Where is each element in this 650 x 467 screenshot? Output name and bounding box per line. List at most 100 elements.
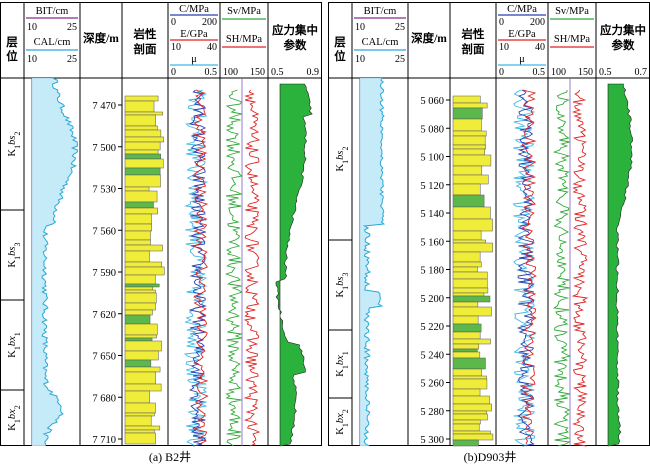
zone-label-k: K	[335, 289, 346, 297]
litho-bed	[452, 194, 485, 208]
zone-label-sub: 1	[341, 423, 350, 427]
zone-label: K1bs3	[7, 243, 22, 268]
depth-tick-label: 5 260	[420, 379, 444, 390]
mu-range-max: 0.5	[205, 67, 218, 78]
c-range-max: 200	[530, 17, 545, 28]
litho-bed	[452, 388, 481, 397]
litho-bed	[124, 337, 153, 342]
litho-bed	[452, 130, 487, 137]
litho-bed	[124, 402, 156, 414]
zone-label-num: 1	[341, 351, 350, 355]
litho-bed	[124, 100, 155, 113]
cal-curve	[41, 77, 79, 447]
litho-bed	[124, 289, 156, 294]
litho-bed	[452, 357, 486, 370]
panel-b2-well: 层位 BIT/cm 10 25 CAL/cm 10 25 深度/m 岩性 剖面 C/MPa 0 200 E…	[0, 0, 322, 448]
litho-bed	[124, 207, 158, 215]
litho-bed	[452, 242, 493, 253]
e-range-max: 40	[207, 42, 217, 53]
depth-tick-label: 5 200	[420, 294, 444, 305]
litho-bed	[452, 301, 479, 308]
c-curve	[188, 89, 208, 447]
litho-bed	[452, 378, 488, 390]
zone-label-k: K	[7, 423, 18, 431]
s-range-min: 100	[551, 67, 566, 78]
litho-bed	[124, 286, 154, 291]
litho-bed	[452, 148, 485, 156]
litho-bed	[452, 287, 489, 294]
litho-header-2: 剖面	[462, 42, 485, 56]
cal-range-min: 10	[27, 54, 37, 65]
depth-header: 深度/m	[411, 31, 447, 45]
litho-header-2: 剖面	[134, 42, 157, 56]
zone-label-sub: 1	[341, 286, 350, 290]
litho-bed	[452, 439, 479, 447]
litho-bed	[452, 348, 478, 353]
zone-label-fm: bs	[335, 151, 346, 160]
depth-tick-label: 7 560	[92, 226, 116, 237]
litho-bed	[452, 315, 479, 325]
litho-bed	[124, 95, 159, 102]
mu-curve	[184, 89, 208, 447]
depth-tick-label: 7 650	[92, 352, 116, 363]
litho-bed	[452, 331, 481, 340]
zone-label-fm: bx	[7, 409, 18, 419]
zone-label-num: 2	[13, 132, 22, 136]
cal-label: CAL/cm	[362, 37, 399, 48]
litho-bed	[452, 266, 478, 273]
litho-bed	[124, 412, 155, 417]
litho-bed	[452, 218, 493, 232]
litho-bed	[452, 433, 494, 441]
zone-label-k: K	[7, 259, 18, 267]
litho-bed	[124, 314, 151, 325]
litho-bed	[124, 350, 159, 361]
sh-label: SH/MPa	[226, 34, 263, 45]
depth-tick-label: 5 080	[420, 124, 444, 135]
zone-label: K1bx1	[7, 332, 22, 358]
zone-label: K1bx1	[335, 351, 350, 377]
litho-bed	[452, 419, 481, 425]
zone-label-sub: 1	[13, 419, 22, 423]
litho-bed	[124, 283, 160, 288]
litho-bed	[124, 323, 158, 336]
e-range-min: 10	[499, 42, 509, 53]
litho-bed	[124, 201, 154, 209]
bit-range-min: 10	[27, 22, 37, 33]
litho-bed	[124, 274, 156, 285]
litho-header-1: 岩性	[461, 27, 485, 41]
panel-d903-well: 层位 BIT/cm 10 25 CAL/cm 10 25 深度/m 岩性 剖面 C/MPa 0 200 E…	[328, 0, 650, 448]
depth-tick-label: 7 470	[92, 101, 116, 112]
litho-bed	[452, 239, 486, 244]
litho-bed	[452, 174, 489, 185]
zone-label-sub: 1	[13, 256, 22, 260]
sv-curve	[552, 89, 572, 447]
litho-bed	[124, 114, 156, 127]
zone-label-sub: 1	[13, 145, 22, 149]
depth-tick-label: 7 710	[92, 435, 116, 446]
depth-tick-label: 5 160	[420, 237, 444, 248]
litho-bed	[124, 334, 157, 339]
c-label: C/MPa	[507, 4, 537, 15]
litho-bed	[124, 302, 156, 311]
litho-bed	[124, 174, 161, 188]
zone-label-fm: bx	[335, 355, 346, 365]
zone-label-num: 3	[341, 273, 350, 277]
bit-label: BIT/cm	[364, 6, 397, 17]
litho-bed	[452, 413, 488, 421]
e-label: E/GPa	[180, 29, 208, 40]
depth-tick-label: 5 140	[420, 209, 444, 220]
e-range-max: 40	[535, 42, 545, 53]
depth-header: 深度/m	[83, 31, 119, 45]
cal-fill	[32, 78, 78, 446]
depth-tick-label: 5 180	[420, 266, 444, 277]
mu-label: μ	[519, 54, 525, 65]
layer-header-2: 位	[6, 49, 18, 63]
litho-bed	[452, 165, 483, 176]
depth-tick-label: 5 060	[420, 96, 444, 107]
litho-bed	[124, 425, 161, 431]
zone-label-fm: bs	[7, 247, 18, 256]
sci-header-2: 参数	[611, 38, 635, 52]
litho-bed	[452, 278, 488, 289]
